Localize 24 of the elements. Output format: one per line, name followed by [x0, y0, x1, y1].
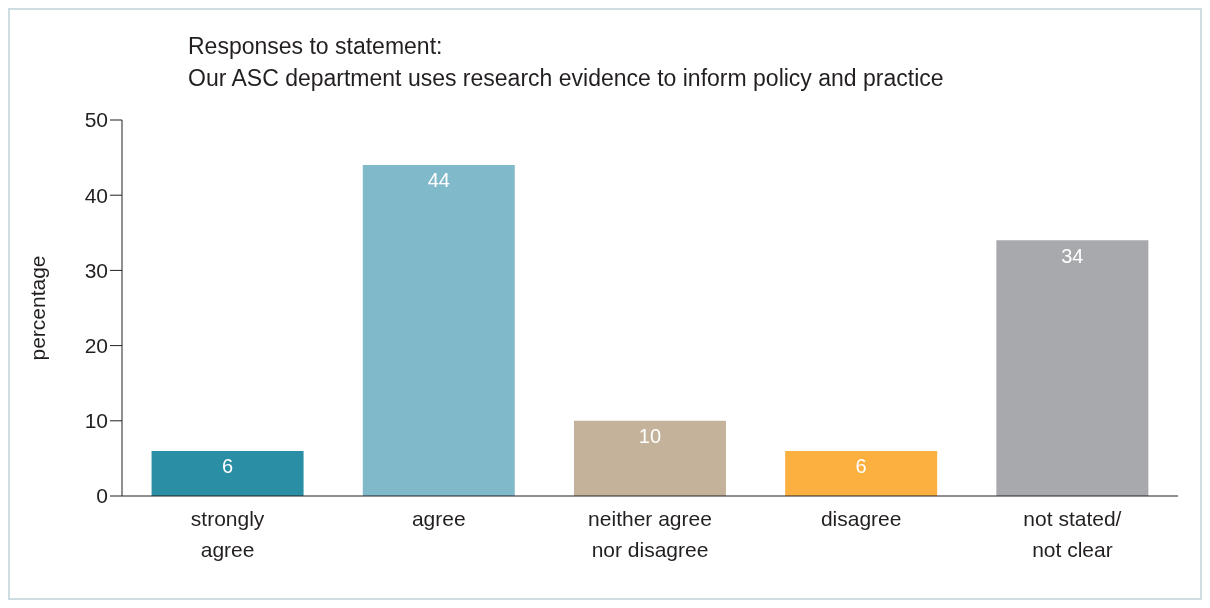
y-tick-label: 0 — [96, 484, 108, 508]
data-label: 6 — [855, 455, 867, 478]
y-tick-label: 50 — [84, 108, 108, 132]
bar — [151, 450, 304, 496]
data-label: 34 — [1061, 244, 1084, 267]
x-tick-label: agree — [411, 507, 466, 530]
bar — [785, 450, 938, 496]
bar — [362, 165, 515, 496]
y-tick-label: 40 — [84, 183, 108, 207]
chart-subtitle: Our ASC department uses research evidence to inform policy and practice — [188, 64, 944, 93]
data-label: 6 — [222, 455, 234, 478]
x-tick-label: neither agree nor disagree — [588, 507, 712, 561]
x-tick-label: disagree — [820, 507, 902, 530]
y-tick-label: 10 — [84, 409, 108, 433]
data-label: 44 — [427, 169, 450, 192]
y-tick-label: 30 — [84, 258, 108, 282]
y-tick-label: 20 — [84, 334, 108, 358]
data-label: 10 — [638, 425, 662, 447]
bar — [573, 420, 726, 496]
x-tick-label: not stated/ not clear — [1023, 507, 1122, 561]
bar — [996, 240, 1149, 496]
x-tick-label: strongly agree — [190, 507, 265, 561]
y-axis-title: percentage — [26, 255, 50, 361]
chart-title: Responses to statement: — [188, 32, 444, 61]
